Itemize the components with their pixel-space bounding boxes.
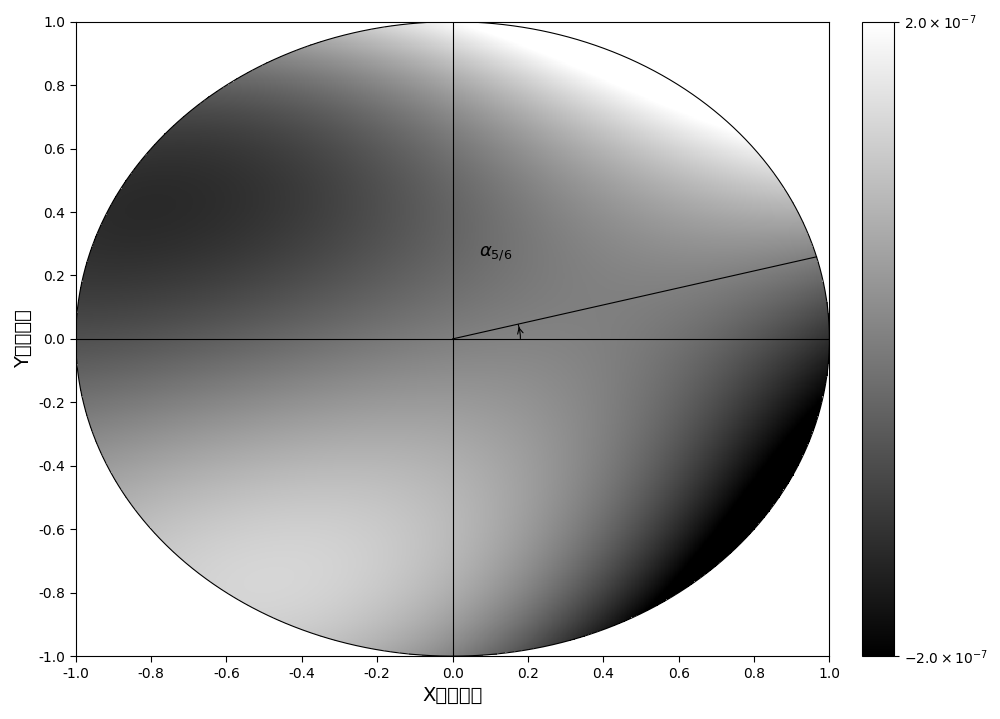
X-axis label: X方向光瞳: X方向光瞳 (422, 686, 483, 705)
Y-axis label: Y方向光瞳: Y方向光瞳 (14, 309, 33, 368)
Text: $\alpha_{5/6}$: $\alpha_{5/6}$ (479, 244, 512, 262)
